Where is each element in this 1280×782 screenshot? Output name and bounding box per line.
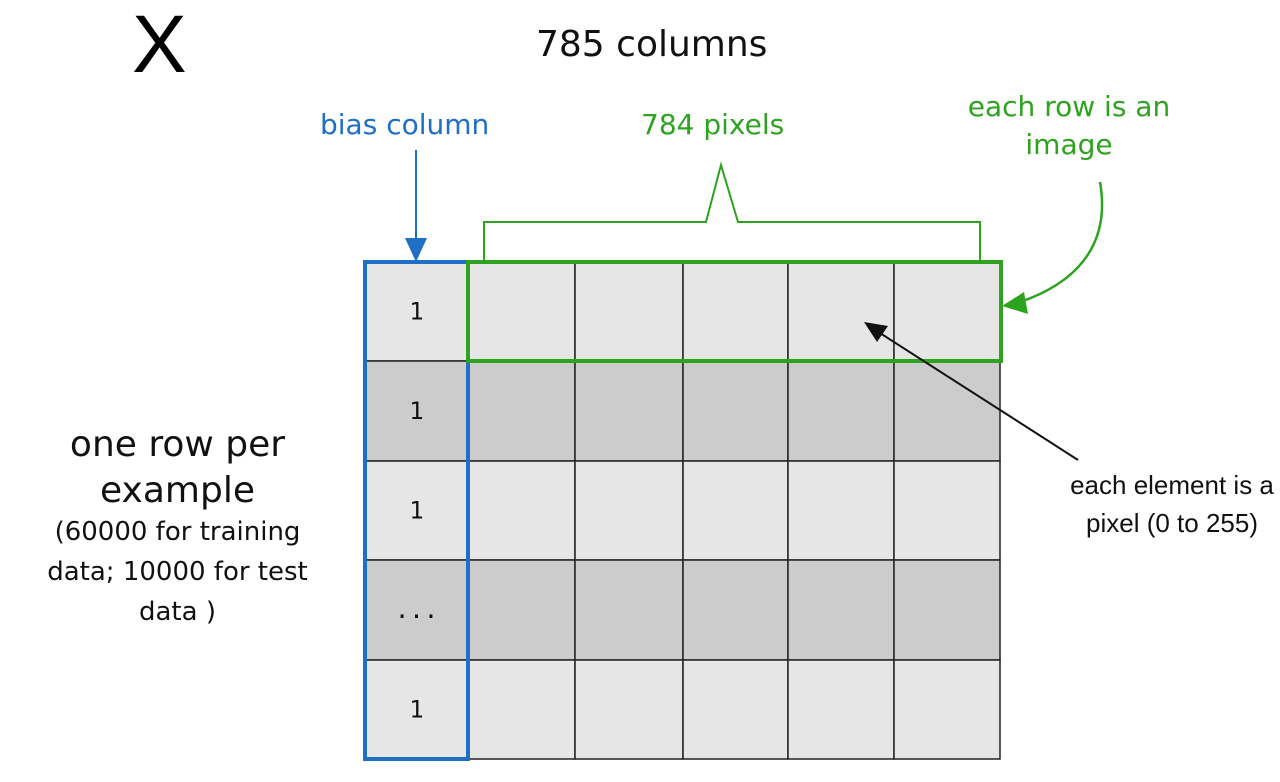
pixel-cell [682, 659, 789, 760]
pixel-cell [467, 659, 576, 760]
pixel-cell [787, 460, 895, 561]
pixel-cell [574, 659, 684, 760]
bias-cell [364, 559, 469, 661]
bias-value: 1 [409, 298, 423, 326]
bias-arrow-head [405, 238, 427, 262]
columns-count-label: 785 columns [536, 24, 768, 65]
pixel-cell [893, 659, 1001, 760]
element-arrow-head [864, 322, 888, 342]
image-row-outline [466, 260, 1003, 363]
bias-value: 1 [409, 497, 423, 525]
pixel-cell [682, 559, 789, 661]
pixel-cell [682, 460, 789, 561]
pixel-cell [574, 360, 684, 462]
pixel-cell [787, 659, 895, 760]
bias-column-outline [363, 260, 470, 761]
pixel-cell [682, 261, 789, 362]
bias-value: 1 [409, 397, 423, 425]
pixel-cell [893, 360, 1001, 462]
row-per-example-label: one row per example [69, 424, 286, 511]
pixels-brace [483, 161, 981, 262]
row-arrow-curve [1019, 181, 1104, 304]
pixel-cell [787, 360, 895, 462]
bias-value: ... [395, 596, 438, 624]
row-is-image-label: each row is an image [967, 90, 1171, 161]
matrix-label: X [132, 0, 187, 90]
row-count-note: (60000 for training data; 10000 for test… [47, 517, 308, 627]
element-is-pixel-label: each element is a pixel (0 to 255) [1070, 470, 1274, 538]
pixel-cell [467, 261, 576, 362]
matrix-grid: 1 1 1... 1 [364, 261, 1001, 760]
pixel-cell [574, 261, 684, 362]
pixel-cell [893, 559, 1001, 661]
element-arrow-line [879, 332, 1079, 461]
pixel-cell [574, 460, 684, 561]
pixel-cell [467, 460, 576, 561]
pixel-cell [893, 261, 1001, 362]
bias-column-label: bias column [320, 108, 490, 141]
pixel-cell [574, 559, 684, 661]
pixel-cell [787, 261, 895, 362]
pixel-cell [467, 559, 576, 661]
row-arrow-head [1002, 292, 1028, 314]
pixel-cell [893, 460, 1001, 561]
pixels-label: 784 pixels [641, 108, 785, 141]
pixel-cell [787, 559, 895, 661]
bias-cell [364, 261, 469, 362]
bias-value: 1 [409, 696, 423, 724]
pixel-cell [467, 360, 576, 462]
pixel-cell [682, 360, 789, 462]
